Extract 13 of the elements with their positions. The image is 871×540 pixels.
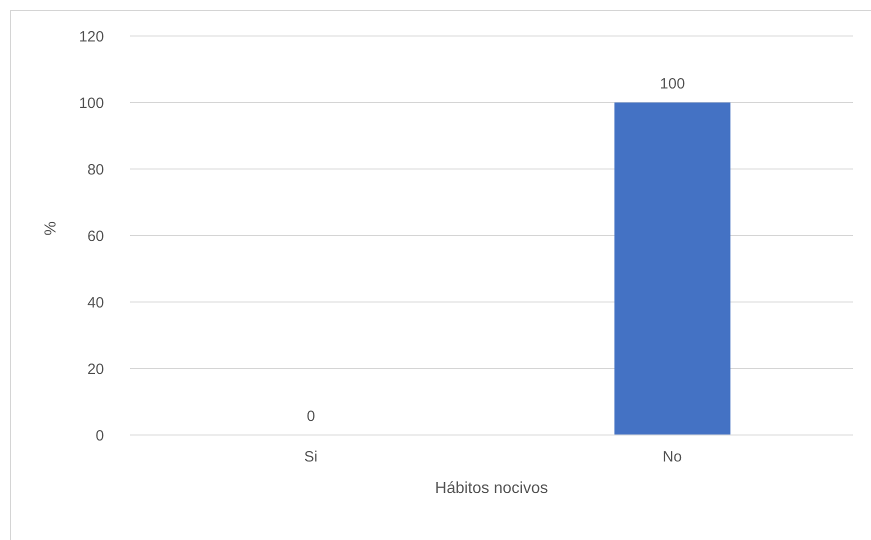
x-tick-label: Si <box>304 448 318 466</box>
y-tick-label: 20 <box>87 360 104 378</box>
y-tick-label: 0 <box>96 427 104 444</box>
y-tick-label: 40 <box>87 294 104 312</box>
y-axis-title: % <box>42 221 60 236</box>
y-tick-label: 80 <box>87 161 104 178</box>
data-label: 100 <box>660 76 685 92</box>
data-label: 0 <box>306 408 316 425</box>
y-tick-label: 60 <box>87 228 104 245</box>
y-tick-label: 100 <box>78 94 104 112</box>
x-tick-label: No <box>662 448 682 466</box>
x-axis-title: Hábitos nocivos <box>435 480 548 497</box>
y-tick-label: 120 <box>78 28 104 46</box>
